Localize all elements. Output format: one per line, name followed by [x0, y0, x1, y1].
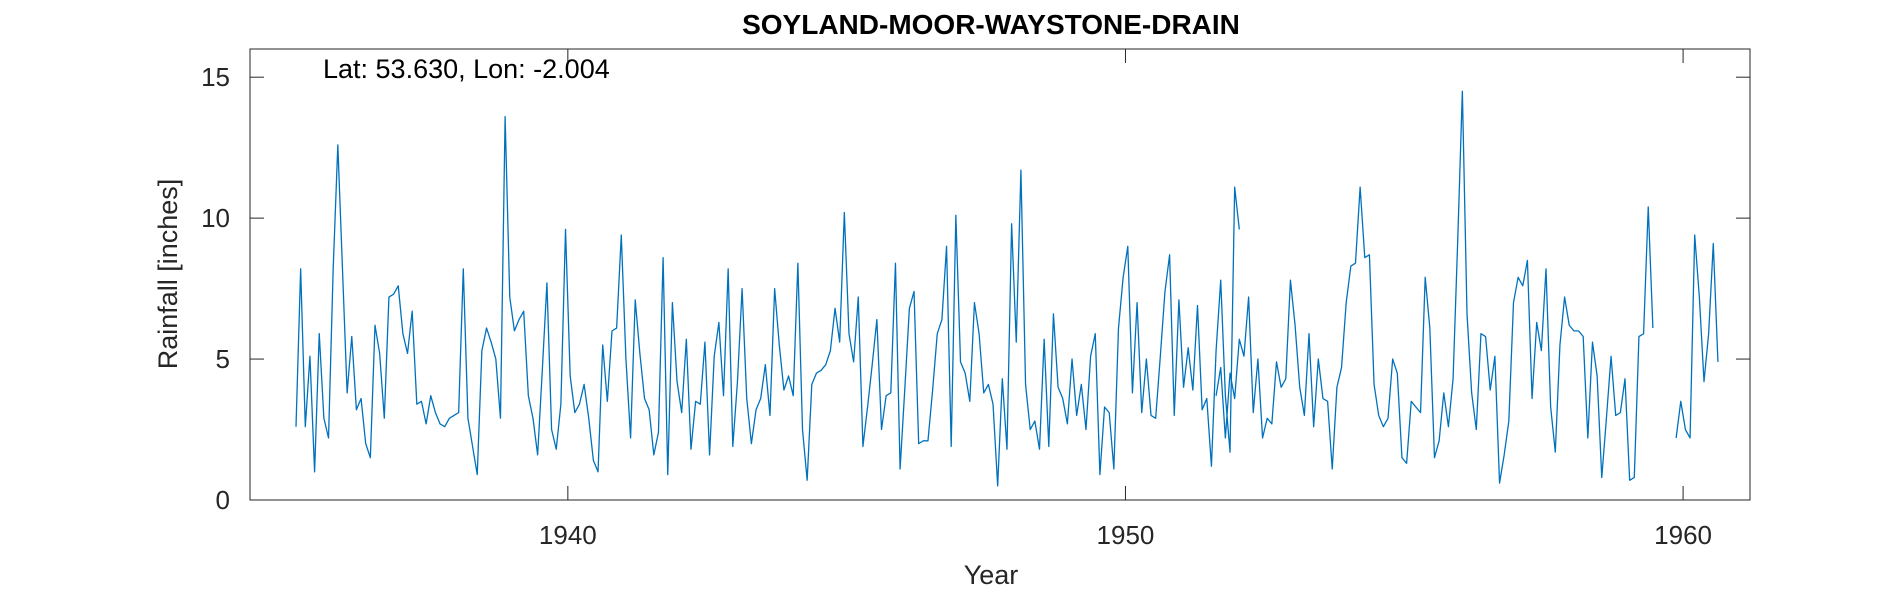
y-tick-label: 0 — [216, 485, 230, 515]
x-axis-label: Year — [964, 560, 1019, 590]
x-axis-ticks: 1940 1950 1960 — [539, 49, 1712, 550]
series-line-segment-2 — [1215, 90, 1654, 484]
y-axis-ticks: 0 5 10 15 — [201, 62, 1750, 515]
series-line-segment-3 — [1675, 234, 1719, 439]
x-tick-label: 1960 — [1654, 520, 1712, 550]
chart-title: SOYLAND-MOOR-WAYSTONE-DRAIN — [742, 9, 1240, 40]
y-axis-label: Rainfall [inches] — [153, 179, 183, 370]
y-tick-label: 15 — [201, 62, 230, 92]
series-line-segment-1 — [295, 116, 1240, 487]
y-tick-label: 10 — [201, 203, 230, 233]
x-tick-label: 1950 — [1097, 520, 1155, 550]
rainfall-series — [295, 90, 1719, 487]
location-annotation: Lat: 53.630, Lon: -2.004 — [323, 54, 610, 84]
plot-area-frame — [249, 48, 1751, 501]
x-tick-label: 1940 — [539, 520, 597, 550]
y-tick-label: 5 — [216, 344, 230, 374]
